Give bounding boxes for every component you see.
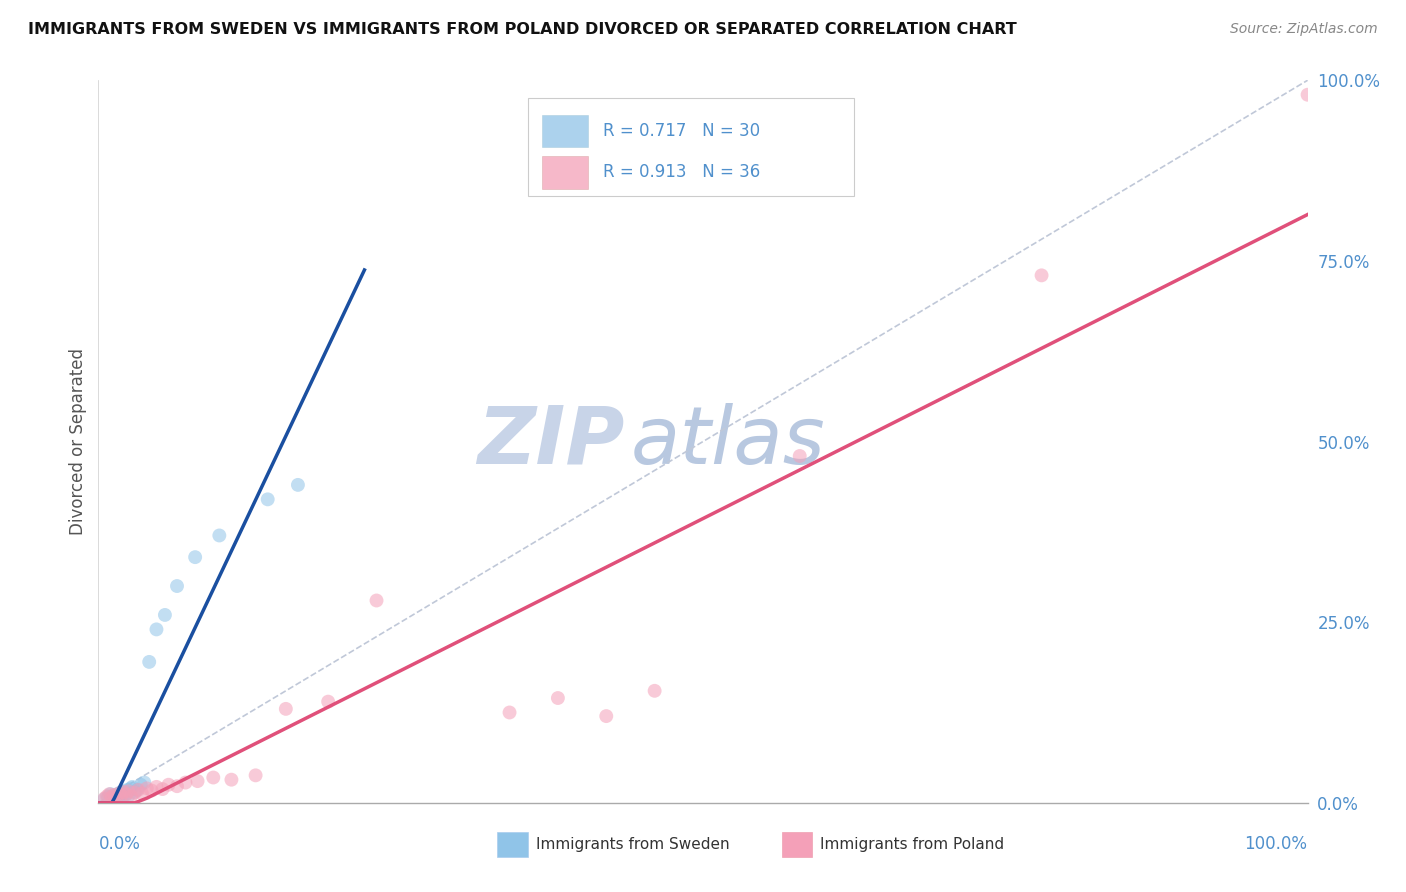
Point	[644, 683, 666, 698]
Point	[145, 780, 167, 794]
Point	[124, 786, 146, 800]
Point	[274, 702, 297, 716]
Point	[1296, 87, 1319, 102]
Point	[245, 768, 267, 782]
Point	[108, 788, 131, 802]
Point	[124, 785, 146, 799]
Point	[114, 784, 136, 798]
Point	[112, 786, 135, 800]
Point	[103, 788, 125, 802]
Point	[1031, 268, 1053, 283]
Bar	[782, 831, 811, 857]
Point	[108, 786, 131, 800]
Point	[256, 492, 278, 507]
Point	[115, 787, 138, 801]
Point	[138, 655, 160, 669]
Point	[134, 775, 156, 789]
Point	[118, 784, 141, 798]
Text: IMMIGRANTS FROM SWEDEN VS IMMIGRANTS FROM POLAND DIVORCED OR SEPARATED CORRELATI: IMMIGRANTS FROM SWEDEN VS IMMIGRANTS FRO…	[28, 22, 1017, 37]
Point	[174, 775, 197, 789]
Text: R = 0.913   N = 36: R = 0.913 N = 36	[603, 163, 759, 181]
Text: 100.0%: 100.0%	[1244, 835, 1308, 854]
Text: Immigrants from Sweden: Immigrants from Sweden	[536, 838, 730, 852]
Point	[547, 691, 569, 706]
FancyBboxPatch shape	[527, 98, 855, 196]
Point	[184, 550, 207, 565]
Point	[105, 790, 128, 805]
Point	[789, 449, 811, 463]
Text: atlas: atlas	[630, 402, 825, 481]
Point	[110, 785, 132, 799]
Point	[112, 785, 135, 799]
Point	[108, 786, 131, 800]
Point	[121, 780, 143, 794]
Point	[366, 593, 388, 607]
Point	[105, 790, 128, 805]
Point	[157, 778, 180, 792]
Point	[97, 790, 120, 805]
Point	[115, 787, 138, 801]
Point	[498, 706, 520, 720]
Point	[120, 789, 142, 804]
Point	[100, 790, 122, 805]
Point	[101, 791, 124, 805]
Text: Immigrants from Poland: Immigrants from Poland	[820, 838, 1004, 852]
Point	[100, 787, 122, 801]
Point	[208, 528, 231, 542]
Point	[120, 781, 142, 796]
Point	[93, 791, 115, 805]
Point	[129, 778, 152, 792]
Point	[135, 781, 157, 796]
Point	[202, 771, 225, 785]
Point	[316, 695, 339, 709]
Point	[117, 782, 139, 797]
Point	[107, 789, 129, 804]
Text: 0.0%: 0.0%	[98, 835, 141, 854]
FancyBboxPatch shape	[543, 115, 588, 147]
Point	[127, 782, 149, 797]
Point	[96, 789, 118, 804]
Point	[103, 789, 125, 803]
Bar	[498, 831, 527, 857]
Point	[111, 790, 134, 805]
Point	[141, 783, 163, 797]
Point	[118, 789, 141, 803]
Point	[110, 789, 132, 803]
Point	[166, 579, 188, 593]
FancyBboxPatch shape	[543, 156, 588, 189]
Point	[145, 623, 167, 637]
Point	[98, 787, 121, 801]
Text: Source: ZipAtlas.com: Source: ZipAtlas.com	[1230, 22, 1378, 37]
Y-axis label: Divorced or Separated: Divorced or Separated	[69, 348, 87, 535]
Point	[166, 779, 188, 793]
Text: ZIP: ZIP	[477, 402, 624, 481]
Point	[187, 774, 209, 789]
Point	[595, 709, 617, 723]
Point	[131, 786, 153, 800]
Point	[153, 607, 176, 622]
Point	[152, 782, 174, 797]
Point	[221, 772, 243, 787]
Text: R = 0.717   N = 30: R = 0.717 N = 30	[603, 122, 759, 140]
Point	[287, 478, 309, 492]
Point	[127, 782, 149, 797]
Point	[93, 792, 115, 806]
